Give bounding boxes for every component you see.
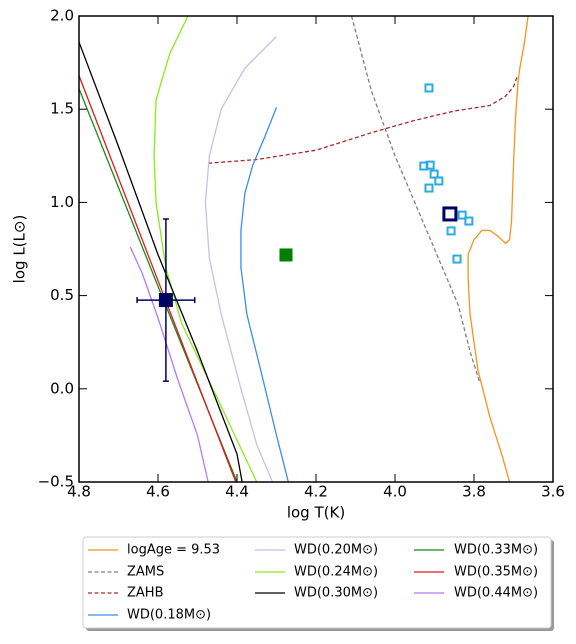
y-tick-label: 1.5 [50,100,74,118]
legend-label: WD(0.24M⊙) [294,565,378,580]
legend-label: ZAMS [127,565,164,580]
y-tick-label: 1.0 [50,193,74,211]
series-line [240,107,289,482]
series-line [79,41,243,482]
y-tick-label: 0.5 [50,286,74,304]
y-tick-label: 0.0 [50,379,74,397]
legend-box [82,536,552,629]
legend-label: WD(0.33M⊙) [454,543,538,558]
series-line [208,75,519,164]
y-tick-label: 2.0 [50,7,74,25]
scatter-point [279,248,293,262]
x-tick-label: 4.6 [146,483,170,501]
x-tick-label: 4.4 [225,483,249,501]
scatter-point [425,160,435,170]
y-axis-label: log L(L⊙) [11,215,29,284]
scatter-point [158,293,173,308]
legend-label: ZAHB [127,586,164,601]
scatter-point [429,169,439,179]
series-line [204,36,277,482]
series-line [129,246,209,482]
x-tick-label: 3.6 [541,483,565,501]
series-line [350,16,481,384]
legend: logAge = 9.53 ZAMS ZAHB WD(0.18M⊙) WD(0.20M⊙… [88,543,538,623]
scatter-point [442,206,458,222]
legend-label: WD(0.35M⊙) [454,565,538,580]
x-tick-label: 4.0 [383,483,407,501]
y-tick-label: −0.5 [38,473,74,491]
x-tick-label: 3.8 [462,483,486,501]
scatter-point [452,254,462,264]
scatter-point [434,176,444,186]
plot-area [79,16,529,482]
scatter-point [424,183,434,193]
series-line [467,16,529,482]
x-tick-label: 4.2 [304,483,328,501]
axes-frame [78,15,554,483]
scatter-point [446,226,456,236]
scatter-point [424,83,434,93]
legend-label: logAge = 9.53 [127,543,220,558]
x-axis-label: log T(K) [287,504,345,522]
legend-label: WD(0.20M⊙) [294,543,378,558]
legend-label: WD(0.30M⊙) [294,586,378,601]
legend-label: WD(0.44M⊙) [454,586,538,601]
legend-label: WD(0.18M⊙) [127,608,211,623]
scatter-point [457,210,467,220]
scatter-point [464,216,474,226]
series-line [79,75,237,482]
x-tick-label: 4.8 [67,483,91,501]
